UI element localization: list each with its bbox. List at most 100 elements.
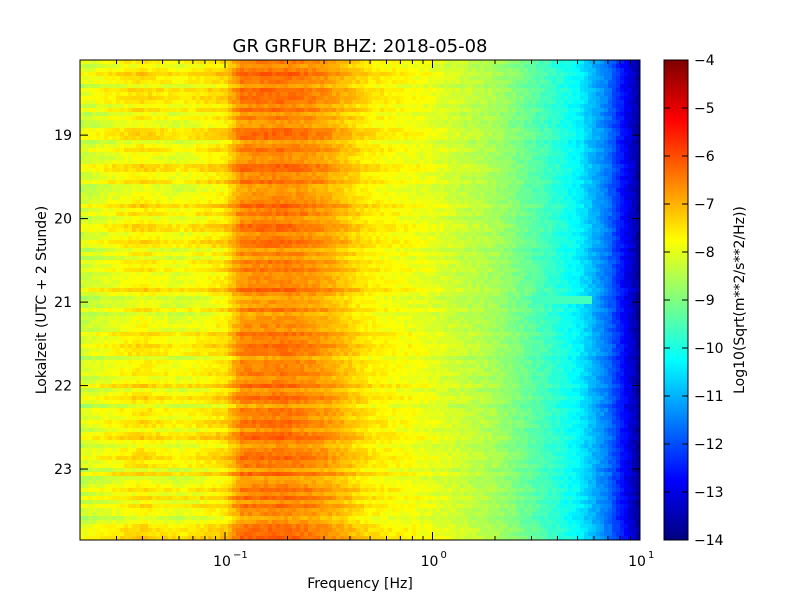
heatmap-cell — [164, 192, 169, 197]
heatmap-cell — [492, 84, 497, 89]
heatmap-cell — [540, 96, 545, 101]
heatmap-cell — [272, 88, 277, 93]
heatmap-cell — [524, 68, 529, 73]
heatmap-cell — [288, 72, 293, 77]
heatmap-cell — [528, 172, 533, 177]
heatmap-cell — [408, 80, 413, 85]
heatmap-cell — [288, 148, 293, 153]
heatmap-cell — [252, 128, 257, 133]
heatmap-cell — [504, 68, 509, 73]
heatmap-cell — [144, 120, 149, 125]
heatmap-cell — [116, 176, 121, 181]
heatmap-cell — [288, 80, 293, 85]
heatmap-cell — [568, 164, 573, 169]
heatmap-cell — [228, 108, 233, 113]
heatmap-cell — [456, 92, 461, 97]
heatmap-cell — [372, 100, 377, 105]
heatmap-cell — [560, 160, 565, 165]
heatmap-cell — [96, 200, 101, 205]
heatmap-cell — [500, 152, 505, 157]
heatmap-cell — [388, 168, 393, 173]
heatmap-cell — [624, 184, 629, 189]
heatmap-cell — [520, 76, 525, 81]
heatmap-cell — [372, 112, 377, 117]
heatmap-cell — [352, 184, 357, 189]
heatmap-cell — [420, 112, 425, 117]
heatmap-cell — [560, 128, 565, 133]
heatmap-cell — [512, 168, 517, 173]
heatmap-cell — [480, 148, 485, 153]
heatmap-cell — [160, 72, 165, 77]
heatmap-cell — [144, 92, 149, 97]
heatmap-cell — [212, 128, 217, 133]
heatmap-cell — [584, 132, 589, 137]
heatmap-cell — [432, 96, 437, 101]
heatmap-cell — [176, 136, 181, 141]
heatmap-cell — [212, 124, 217, 129]
heatmap-cell — [224, 108, 229, 113]
heatmap-cell — [80, 104, 85, 109]
heatmap-cell — [588, 96, 593, 101]
heatmap-cell — [440, 152, 445, 157]
heatmap-cell — [616, 156, 621, 161]
heatmap-cell — [500, 100, 505, 105]
heatmap-cell — [564, 160, 569, 165]
heatmap-cell — [164, 100, 169, 105]
heatmap-cell — [180, 64, 185, 69]
heatmap-cell — [516, 64, 521, 69]
heatmap-cell — [100, 92, 105, 97]
heatmap-cell — [84, 76, 89, 81]
heatmap-cell — [516, 196, 521, 201]
heatmap-cell — [244, 120, 249, 125]
heatmap-cell — [400, 164, 405, 169]
heatmap-cell — [376, 164, 381, 169]
heatmap-cell — [264, 140, 269, 145]
heatmap-cell — [296, 108, 301, 113]
heatmap-cell — [480, 100, 485, 105]
heatmap-cell — [548, 140, 553, 145]
heatmap-cell — [576, 128, 581, 133]
heatmap-cell — [516, 176, 521, 181]
heatmap-cell — [456, 196, 461, 201]
heatmap-cell — [292, 84, 297, 89]
heatmap-cell — [432, 124, 437, 129]
heatmap-cell — [468, 132, 473, 137]
heatmap-cell — [452, 200, 457, 205]
heatmap-cell — [320, 96, 325, 101]
heatmap-cell — [600, 156, 605, 161]
heatmap-cell — [320, 112, 325, 117]
heatmap-cell — [248, 188, 253, 193]
heatmap-cell — [376, 156, 381, 161]
heatmap-cell — [132, 148, 137, 153]
heatmap-cell — [372, 144, 377, 149]
heatmap-cell — [144, 88, 149, 93]
heatmap-cell — [252, 112, 257, 117]
heatmap-cell — [384, 120, 389, 125]
heatmap-cell — [596, 104, 601, 109]
heatmap-cell — [220, 152, 225, 157]
heatmap-cell — [548, 120, 553, 125]
heatmap-cell — [288, 172, 293, 177]
heatmap-cell — [292, 72, 297, 77]
heatmap-cell — [580, 100, 585, 105]
heatmap-cell — [332, 68, 337, 73]
heatmap-cell — [272, 152, 277, 157]
heatmap-cell — [300, 200, 305, 205]
heatmap-cell — [376, 132, 381, 137]
heatmap-cell — [424, 152, 429, 157]
heatmap-cell — [620, 176, 625, 181]
heatmap-cell — [580, 136, 585, 141]
heatmap-cell — [608, 120, 613, 125]
heatmap-cell — [396, 200, 401, 205]
heatmap-cell — [484, 160, 489, 165]
heatmap-cell — [256, 84, 261, 89]
heatmap-cell — [196, 160, 201, 165]
heatmap-cell — [440, 168, 445, 173]
heatmap-cell — [592, 76, 597, 81]
heatmap-cell — [144, 200, 149, 205]
heatmap-cell — [456, 128, 461, 133]
heatmap-cell — [212, 196, 217, 201]
heatmap-cell — [96, 188, 101, 193]
heatmap-cell — [156, 96, 161, 101]
heatmap-cell — [308, 176, 313, 181]
